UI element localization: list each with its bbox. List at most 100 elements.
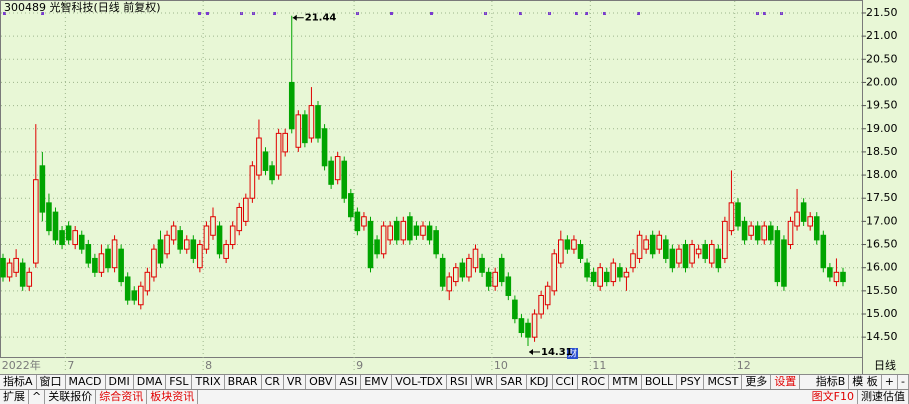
candle-body	[453, 267, 459, 283]
toolbar-button[interactable]: 扩展	[0, 390, 29, 404]
candle-body	[374, 239, 380, 255]
toolbar-button[interactable]: 综合资讯	[96, 390, 148, 404]
toolbar-button[interactable]: VOL-TDX	[392, 375, 447, 389]
candle-body	[472, 248, 479, 269]
toolbar-button[interactable]: MCST	[704, 375, 743, 389]
y-tick-label: 14.50	[866, 330, 898, 343]
candle-body	[577, 244, 584, 259]
candle-body	[348, 193, 354, 218]
toolbar-button[interactable]: OBV	[306, 375, 337, 389]
toolbar-button[interactable]: 指标A	[0, 375, 37, 389]
candle-body	[144, 271, 151, 292]
toolbar-button[interactable]: KDJ	[527, 375, 553, 389]
toolbar-button[interactable]: MACD	[66, 375, 106, 389]
candle-body	[656, 234, 663, 250]
candle-body	[689, 244, 695, 264]
plot-frame	[0, 0, 863, 358]
candle-body	[334, 156, 341, 181]
x-tick-label: 9	[356, 359, 363, 372]
toolbar-button[interactable]: TRIX	[192, 375, 225, 389]
toolbar-button[interactable]: BOLL	[642, 375, 678, 389]
toolbar-button[interactable]: MTM	[609, 375, 642, 389]
y-tick-label: 21.50	[866, 6, 898, 19]
candle-body	[387, 225, 393, 241]
toolbar-button[interactable]: 关联报价	[45, 390, 97, 404]
toolbar-button[interactable]: 板块资讯	[147, 390, 199, 404]
candle-body	[787, 220, 794, 246]
candle-body	[315, 105, 321, 139]
candle-body	[807, 216, 813, 227]
candle-body	[65, 225, 72, 241]
candle-body	[190, 239, 197, 259]
candle-body	[571, 239, 577, 250]
candle-body	[761, 225, 768, 241]
event-dots	[3, 12, 783, 15]
candle-body	[6, 262, 13, 278]
y-tick-label: 17.50	[866, 191, 898, 204]
y-tick-label: 15.50	[866, 284, 898, 297]
toolbar-button[interactable]: BRAR	[225, 375, 262, 389]
x-tick-label: 11	[592, 359, 606, 372]
x-tick-label: 10	[494, 359, 508, 372]
candle-body	[33, 179, 39, 264]
candle-body	[603, 271, 610, 283]
toolbar-button[interactable]: 窗口	[37, 375, 66, 389]
candle-body	[426, 225, 433, 241]
toolbar-button[interactable]: ^	[29, 390, 46, 404]
period-label: 日线	[874, 358, 896, 372]
candle-body	[13, 257, 19, 273]
toolbar-button[interactable]: +	[882, 375, 899, 389]
candle-body	[695, 248, 702, 255]
candle-body	[433, 230, 439, 255]
candle-body	[288, 81, 295, 130]
candle-body	[813, 216, 820, 241]
toolbar-button[interactable]: 图文F10	[809, 390, 858, 404]
toolbar-button[interactable]: RSI	[447, 375, 472, 389]
toolbar-button[interactable]: DMI	[106, 375, 134, 389]
candle-body	[459, 262, 466, 278]
candle-body	[781, 239, 787, 287]
x-tick-label: 12	[737, 359, 751, 372]
candle-body	[794, 211, 800, 227]
candle-body	[833, 271, 840, 283]
candle-body	[85, 244, 92, 264]
toolbar-button[interactable]: DMA	[134, 375, 167, 389]
toolbar-button[interactable]: SAR	[497, 375, 527, 389]
toolbar-button[interactable]: PSY	[677, 375, 705, 389]
candle-body	[98, 253, 105, 273]
toolbar-button[interactable]: FSL	[166, 375, 193, 389]
candle-body	[708, 244, 715, 264]
toolbar-button[interactable]: CR	[262, 375, 284, 389]
candle-body	[558, 239, 564, 264]
toolbar-button[interactable]: ASI	[336, 375, 362, 389]
toolbar-button[interactable]: VR	[284, 375, 307, 389]
toolbar-button[interactable]: CCI	[553, 375, 579, 389]
toolbar-button[interactable]: EMV	[361, 375, 393, 389]
toolbar-button[interactable]: -	[898, 375, 909, 389]
candle-body	[735, 202, 741, 227]
candle-body	[492, 271, 498, 287]
toolbar-button[interactable]: 设置	[771, 375, 801, 389]
toolbar-button[interactable]: 指标B	[813, 375, 850, 389]
toolbar-button[interactable]: WR	[472, 375, 498, 389]
candle-body	[183, 239, 190, 250]
candle-body	[407, 216, 413, 241]
candle-body	[800, 202, 807, 222]
candle-body	[774, 230, 781, 283]
toolbar-button[interactable]: 模 板	[849, 375, 882, 389]
candle-body	[262, 151, 269, 171]
annotation: 21.44	[305, 13, 337, 24]
toolbar-button[interactable]: 更多	[742, 375, 772, 389]
toolbar-button[interactable]: ROC	[578, 375, 610, 389]
annotation-arrowhead	[292, 14, 297, 21]
candle-body	[341, 160, 348, 199]
y-tick-label: 17.00	[866, 214, 898, 227]
y-tick-label: 20.50	[866, 52, 898, 65]
candle-body	[420, 225, 426, 236]
chart-title: 300489 光智科技(日线 前复权)	[4, 0, 161, 14]
candle-body	[498, 257, 505, 283]
y-tick-label: 18.00	[866, 168, 898, 181]
candle-body	[308, 105, 315, 139]
candle-body	[52, 211, 59, 241]
